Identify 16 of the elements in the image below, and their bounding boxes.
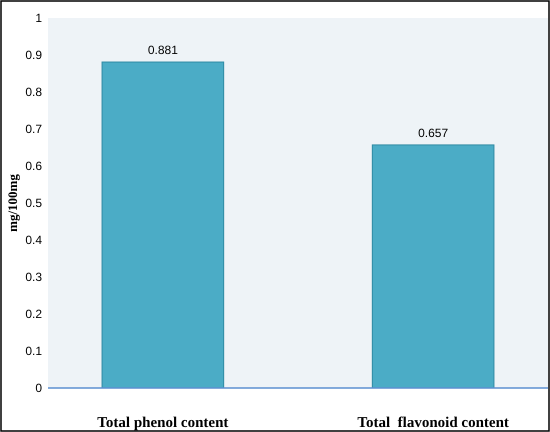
y-tick-label: 0.1 [25, 344, 42, 358]
y-tick-label: 1 [35, 10, 42, 25]
x-tick-label: Total phenol content [97, 415, 228, 431]
y-tick-label: 0.8 [25, 84, 42, 99]
y-tick-label: 0.3 [25, 270, 42, 284]
data-label: 0.657 [418, 126, 448, 140]
y-tick-label: 0.6 [25, 158, 42, 173]
x-tick-label: Total flavonoid content [357, 415, 509, 431]
y-tick-label: 0.2 [25, 306, 42, 321]
y-tick-label: 0.4 [25, 232, 42, 247]
y-tick-label: 0 [35, 380, 42, 395]
y-tick-label: 0.9 [25, 48, 42, 62]
y-tick-label: 0.5 [25, 196, 42, 210]
y-axis-title: mg/100mg [5, 174, 20, 232]
y-tick-label: 0.7 [25, 122, 42, 136]
data-label: 0.881 [148, 43, 178, 58]
